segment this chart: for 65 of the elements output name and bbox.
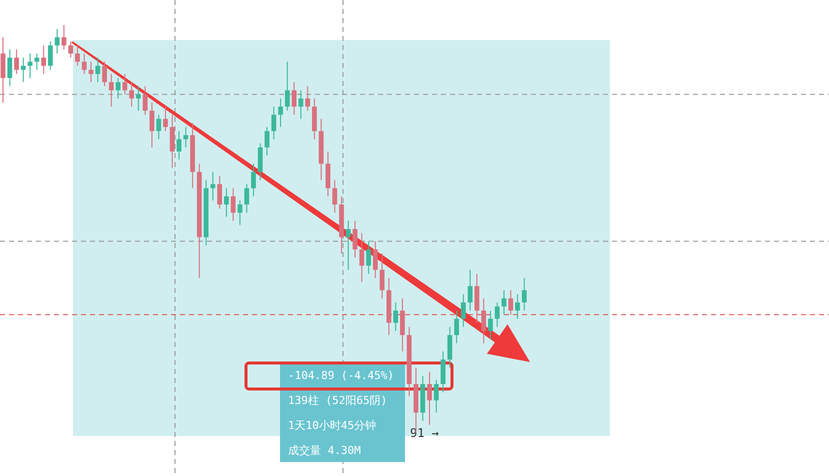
candlestick (7, 48, 12, 87)
candlestick (230, 188, 236, 222)
candlestick (271, 106, 276, 140)
candlestick (494, 302, 500, 328)
candlestick (183, 126, 188, 148)
candlestick (28, 53, 32, 79)
candlestick (244, 184, 250, 214)
candlestick (508, 290, 514, 316)
candlestick (278, 98, 283, 128)
candlestick (238, 200, 242, 226)
candlestick (332, 180, 338, 214)
candlestick (434, 379, 439, 414)
candlestick (264, 126, 270, 156)
annotation: 1天10小时45分钟 (288, 419, 376, 432)
candlestick (380, 252, 385, 299)
text: 成交量 4.30M (288, 444, 362, 457)
candlestick (108, 73, 114, 108)
candlestick (129, 82, 134, 108)
candlestick (522, 277, 527, 312)
candlestick (224, 188, 229, 218)
candlestick (62, 24, 66, 50)
candlestick (20, 57, 26, 83)
candlestick (372, 240, 378, 278)
candlestick (481, 298, 486, 344)
candlestick (468, 269, 473, 312)
candlestick (251, 163, 256, 197)
candlestick (82, 53, 87, 74)
candlestick (298, 90, 304, 120)
candlestick (393, 302, 398, 332)
candlestick (95, 57, 100, 83)
candlestick (305, 86, 310, 112)
candlestick (136, 86, 141, 112)
candlestick (122, 73, 128, 95)
candlestick (454, 310, 459, 344)
candlestick (142, 86, 148, 116)
candlestick (488, 310, 493, 340)
candlestick (156, 114, 162, 140)
candlestick (68, 40, 74, 58)
candlestick (34, 53, 40, 70)
annotation: 139柱 (52阳65阴) (288, 394, 388, 407)
candlestick (352, 220, 358, 258)
candlestick (292, 82, 297, 116)
candlestick (346, 220, 351, 270)
candlestick (359, 232, 364, 283)
candlestick (14, 48, 19, 74)
candlestick (41, 44, 46, 74)
candlestick (102, 61, 107, 87)
candlestick (284, 61, 290, 112)
candlestick (48, 40, 53, 70)
candlestick (150, 102, 154, 148)
candlestick (366, 240, 371, 274)
candlestick (460, 294, 466, 328)
annotation: 91 → (410, 426, 439, 440)
candlestick (75, 44, 80, 66)
annotation: -104.89 (-4.45%) (288, 369, 394, 382)
candlestick (217, 175, 222, 210)
candlestick (502, 290, 506, 316)
candlestick (210, 171, 216, 201)
candlestick (176, 130, 182, 160)
candlestick (116, 78, 120, 99)
candlestick (54, 28, 60, 54)
candlestick (515, 294, 520, 320)
candlestick (88, 61, 94, 83)
candlestick (427, 371, 432, 426)
candlestick (163, 106, 168, 132)
